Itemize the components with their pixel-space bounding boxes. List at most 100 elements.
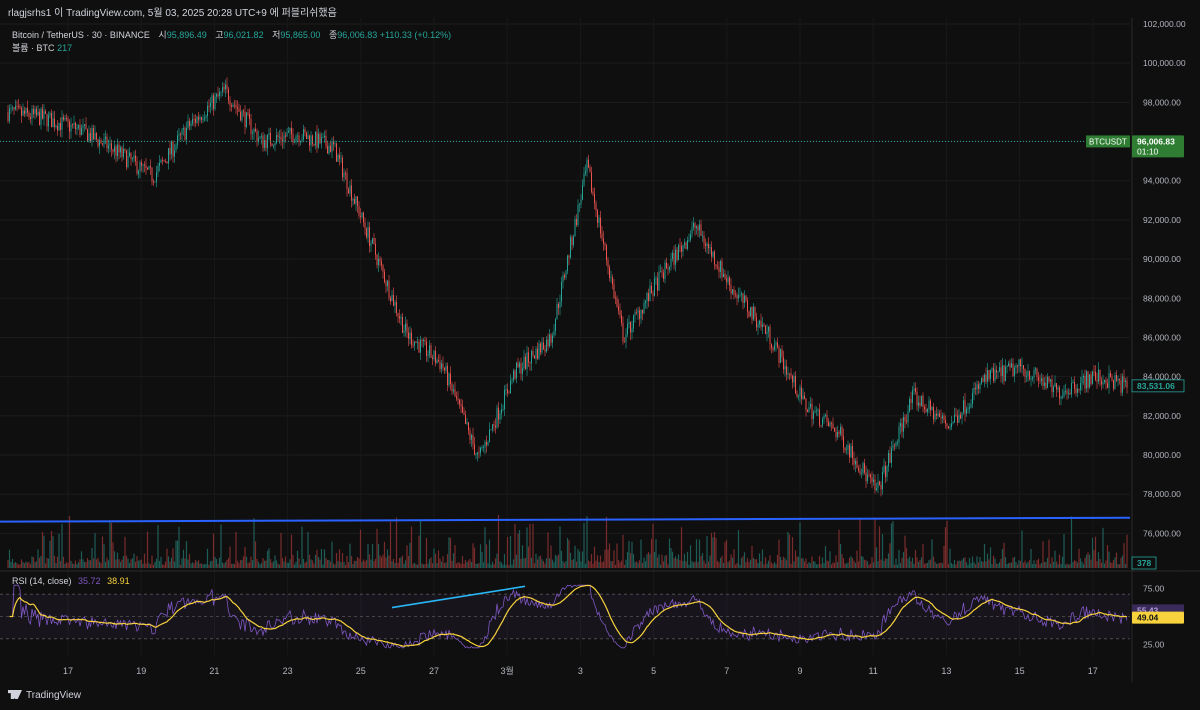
volume-bar bbox=[326, 559, 329, 568]
symbol-title[interactable]: Bitcoin / TetherUS · 30 · BINANCE bbox=[12, 30, 150, 40]
volume-bar bbox=[920, 557, 923, 568]
volume-bar bbox=[1012, 557, 1014, 568]
candle-body bbox=[897, 442, 898, 444]
candle-body bbox=[727, 277, 729, 283]
candle-body bbox=[718, 267, 720, 272]
volume-bar bbox=[298, 558, 300, 568]
volume-bar bbox=[887, 553, 890, 568]
price-tick-label: 78,000.00 bbox=[1143, 489, 1181, 499]
candle-body bbox=[622, 322, 624, 342]
candle-body bbox=[54, 118, 55, 127]
candle-body bbox=[747, 300, 748, 312]
volume-bar bbox=[52, 536, 54, 568]
candle-body bbox=[520, 363, 522, 374]
volume-bar bbox=[661, 554, 663, 568]
candle-body bbox=[1002, 365, 1003, 377]
volume-badge-border bbox=[1131, 556, 1157, 570]
volume-bar bbox=[100, 563, 102, 568]
volume-bar bbox=[1097, 552, 1100, 568]
candle-body bbox=[126, 150, 127, 168]
volume-bar bbox=[23, 563, 26, 568]
volume-bar bbox=[952, 564, 954, 568]
candle-body bbox=[507, 389, 508, 393]
candle-body bbox=[102, 143, 103, 145]
volume-bar bbox=[571, 559, 573, 568]
volume-bar bbox=[322, 564, 324, 568]
volume-bar bbox=[493, 564, 495, 568]
volume-bar bbox=[410, 526, 413, 568]
volume-bar bbox=[401, 555, 404, 568]
candle-body bbox=[285, 135, 286, 137]
volume-bar bbox=[628, 541, 630, 568]
candle-body bbox=[778, 347, 780, 364]
candle-body bbox=[1099, 369, 1101, 381]
volume-bar bbox=[676, 558, 678, 568]
volume-bar bbox=[709, 555, 711, 568]
volume-bar bbox=[689, 545, 692, 568]
volume-bar bbox=[893, 564, 896, 568]
volume-bar bbox=[170, 557, 173, 568]
candle-body bbox=[765, 325, 766, 334]
candle-body bbox=[451, 383, 453, 392]
time-axis[interactable]: 17 19 21 23 25 27 3월 3 5 7 9 11 13 15 17 bbox=[63, 665, 1098, 676]
volume-bar bbox=[601, 562, 603, 568]
trendline[interactable] bbox=[0, 516, 1131, 523]
candle-body bbox=[523, 356, 525, 369]
candle-body bbox=[721, 261, 723, 278]
volume-bar bbox=[521, 545, 524, 568]
candle-body bbox=[310, 135, 312, 146]
volume-bar bbox=[166, 548, 168, 568]
volume-bar bbox=[469, 558, 471, 568]
candle-body bbox=[621, 315, 622, 323]
candle-body bbox=[987, 370, 988, 382]
candle-body bbox=[234, 104, 235, 106]
volume-bar bbox=[860, 555, 863, 568]
volume-bar bbox=[943, 545, 945, 568]
volume-bar bbox=[622, 534, 624, 568]
volume-bar bbox=[752, 557, 755, 568]
candle-body bbox=[555, 319, 556, 331]
volume-bar bbox=[986, 553, 989, 568]
candle-body bbox=[867, 474, 868, 482]
candle-body bbox=[150, 166, 151, 168]
candle-body bbox=[499, 413, 501, 420]
volume-bar bbox=[584, 563, 587, 568]
volume-bar bbox=[1010, 562, 1013, 568]
rsi-label[interactable]: RSI (14, close) bbox=[12, 576, 72, 586]
candle-body bbox=[606, 245, 607, 260]
price-tick-label: 84,000.00 bbox=[1143, 372, 1181, 382]
candle-body bbox=[42, 108, 43, 119]
candle-body bbox=[588, 159, 589, 168]
candle-body bbox=[858, 468, 859, 471]
candle-body bbox=[424, 339, 426, 342]
volume-bar bbox=[955, 564, 957, 568]
candle-body bbox=[445, 365, 447, 371]
candle-body bbox=[69, 121, 70, 132]
candle-body bbox=[544, 349, 546, 352]
volume-label[interactable]: 볼륨 · BTC bbox=[12, 43, 55, 53]
candle-body bbox=[1114, 374, 1116, 389]
candle-body bbox=[763, 324, 765, 326]
volume-bar bbox=[979, 557, 981, 568]
candle-body bbox=[21, 108, 22, 116]
volume-bar bbox=[14, 562, 17, 568]
candle-body bbox=[876, 488, 877, 491]
candle-body bbox=[567, 255, 568, 271]
volume-bar bbox=[998, 562, 1001, 568]
volume-bar bbox=[775, 563, 777, 568]
volume-bar bbox=[892, 521, 894, 568]
volume-bar bbox=[419, 519, 422, 568]
candle-body bbox=[1017, 365, 1018, 367]
candle-body bbox=[906, 421, 907, 423]
candle-body bbox=[1006, 365, 1008, 367]
volume-bar bbox=[325, 558, 327, 568]
volume-bar bbox=[914, 549, 917, 568]
candle-body bbox=[1102, 382, 1104, 385]
candle-body bbox=[55, 125, 57, 127]
volume-bar bbox=[319, 559, 321, 568]
candle-body bbox=[447, 365, 448, 386]
candle-body bbox=[1039, 380, 1041, 382]
candle-body bbox=[1056, 383, 1057, 390]
candle-body bbox=[271, 143, 273, 146]
